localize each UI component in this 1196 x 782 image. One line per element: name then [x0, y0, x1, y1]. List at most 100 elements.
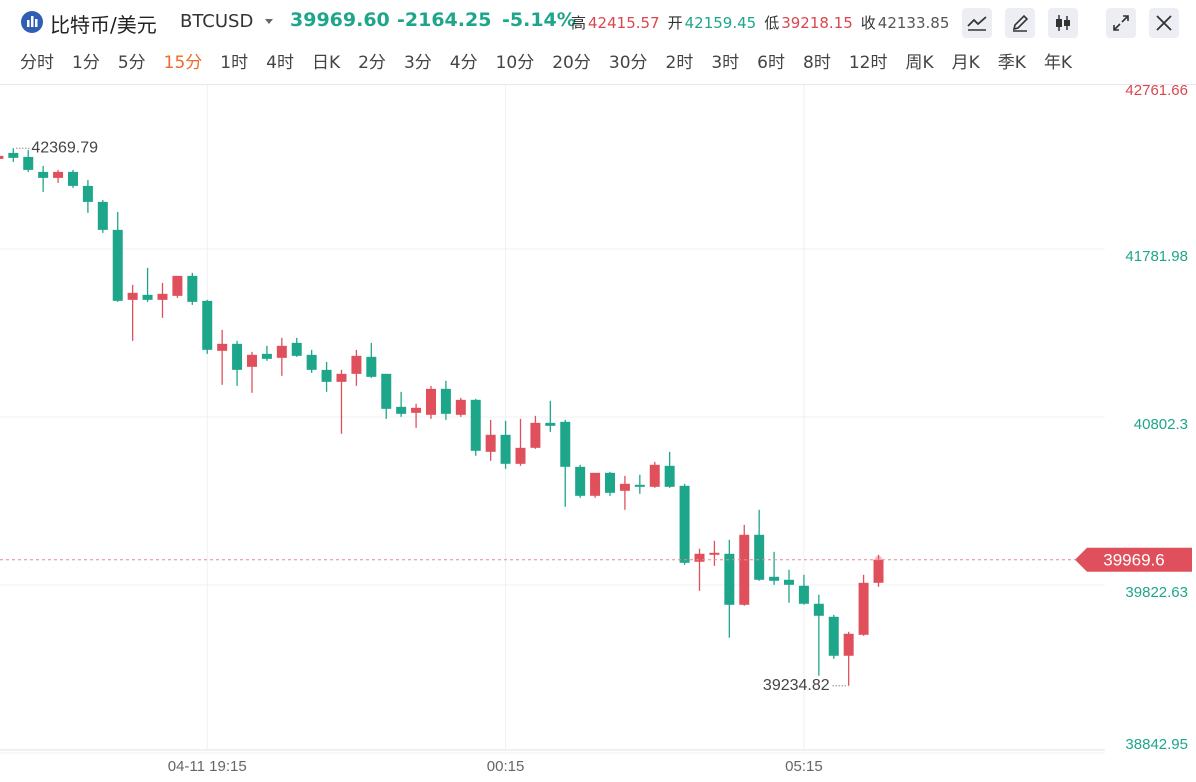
last-price-tag: [1075, 547, 1192, 572]
candle-body: [739, 534, 750, 605]
candle-body: [38, 171, 49, 178]
candle-body: [500, 434, 511, 464]
candle-body: [455, 399, 466, 415]
draw-button[interactable]: [1005, 8, 1035, 38]
low-label: 39234.82: [763, 677, 830, 694]
candle-body: [23, 156, 34, 170]
stats: 高 42415.57 开 42159.45 低 39218.15 收 42133.85: [571, 12, 962, 36]
interval-tab[interactable]: 8时: [803, 53, 831, 73]
interval-tab[interactable]: 2时: [665, 53, 694, 73]
candle-body: [157, 293, 168, 300]
candle-body: [306, 354, 317, 370]
stat-label: 开: [667, 14, 683, 32]
x-tick-label: 04-11 19:15: [168, 758, 247, 775]
stat-label: 收: [860, 14, 876, 32]
stat: 高 42415.57: [571, 12, 660, 36]
interval-tab[interactable]: 3时: [711, 53, 740, 73]
candle-body: [724, 553, 735, 605]
candle-body: [530, 422, 541, 448]
interval-tab[interactable]: 30分: [608, 53, 648, 73]
stat-label: 高: [571, 14, 587, 32]
candle-body: [381, 373, 392, 409]
interval-tab[interactable]: 月K: [951, 53, 980, 73]
interval-tab[interactable]: 12时: [848, 53, 888, 73]
interval-tab[interactable]: 2分: [358, 53, 386, 73]
interval-tabs: 分时 1分 5分 15分 1时 4时 日K 2分 3分 4分 10分 20分 30分 2时 3时 6时 8时 12…: [20, 48, 1072, 73]
candle-body: [112, 229, 123, 301]
interval-tab[interactable]: 1时: [220, 53, 249, 73]
candle-body: [127, 292, 138, 300]
candle-body: [366, 356, 377, 377]
y-tick-label: 38842.95: [1125, 736, 1188, 753]
interval-tab[interactable]: 1分: [72, 53, 100, 73]
interval-tab[interactable]: 分时: [20, 53, 54, 73]
candle-body: [619, 483, 630, 491]
interval-tab[interactable]: 3分: [403, 53, 432, 73]
candle-body: [843, 633, 854, 656]
candle-body: [172, 275, 183, 296]
stat-label: 低: [764, 14, 780, 32]
candle-body: [246, 354, 257, 367]
interval-tab[interactable]: 年K: [1043, 53, 1073, 73]
candle-body: [425, 388, 436, 415]
candle-body: [873, 559, 884, 583]
dropdown-arrow[interactable]: [264, 18, 274, 26]
candle-body: [217, 343, 228, 351]
candle-body: [97, 201, 108, 230]
stat-value: 42415.57: [588, 14, 660, 32]
candle-body: [798, 585, 809, 604]
candle-body: [82, 185, 93, 202]
stat: 收 42133.85: [861, 12, 950, 36]
candle-body: [560, 421, 571, 467]
interval-tab[interactable]: 10分: [495, 53, 535, 73]
candle-body: [694, 553, 705, 562]
candle-body: [813, 603, 824, 616]
candle-body: [351, 355, 362, 374]
logo-icon: [21, 11, 43, 33]
symbol[interactable]: BTCUSD: [180, 11, 254, 32]
interval-tab[interactable]: 6时: [757, 53, 785, 73]
interval-tab[interactable]: 20分: [552, 53, 591, 73]
candle-body: [0, 155, 4, 159]
y-tick-label: 39822.63: [1125, 584, 1188, 601]
x-tick-label: 05:15: [785, 758, 823, 775]
y-tick-label: 42761.66: [1125, 82, 1188, 99]
indicator-button[interactable]: [962, 8, 992, 38]
high-label: 42369.79: [31, 139, 98, 156]
candle-body: [396, 406, 407, 414]
candle-body: [202, 300, 213, 350]
x-tick-label: 00:15: [487, 758, 525, 775]
change: -2164.25: [397, 9, 492, 31]
candle-body: [769, 576, 780, 581]
fullscreen-button[interactable]: [1106, 8, 1136, 38]
interval-tab[interactable]: 季K: [997, 53, 1026, 73]
candle-body: [67, 171, 78, 186]
stat: 低 39218.15: [764, 12, 853, 36]
candle-body: [261, 353, 272, 359]
candle-body: [321, 369, 332, 382]
candle-type-button[interactable]: [1048, 8, 1078, 38]
candle-body: [709, 552, 720, 555]
candle-body: [53, 171, 64, 178]
close-button[interactable]: [1149, 8, 1179, 38]
interval-tab[interactable]: 15分: [163, 53, 203, 73]
interval-tab[interactable]: 4分: [449, 53, 478, 73]
candle-body: [679, 485, 690, 563]
candle-body: [649, 464, 660, 487]
candle-body: [858, 582, 869, 635]
candle-body: [232, 343, 243, 370]
change-percent: -5.14%: [502, 9, 576, 31]
interval-tab[interactable]: 5分: [117, 53, 146, 73]
stat: 开 42159.45: [668, 12, 757, 36]
candle-body: [515, 447, 526, 464]
interval-tab[interactable]: 周K: [905, 53, 934, 73]
interval-tab[interactable]: 日K: [311, 53, 341, 73]
candle-body: [336, 373, 347, 382]
candle-body: [411, 407, 422, 413]
candle-body: [142, 294, 153, 300]
candle-body: [8, 152, 19, 158]
header: 比特币/美元 BTCUSD 39969.60 -2164.25 -5.14% 高…: [0, 0, 1196, 85]
interval-tab[interactable]: 4时: [266, 53, 294, 73]
